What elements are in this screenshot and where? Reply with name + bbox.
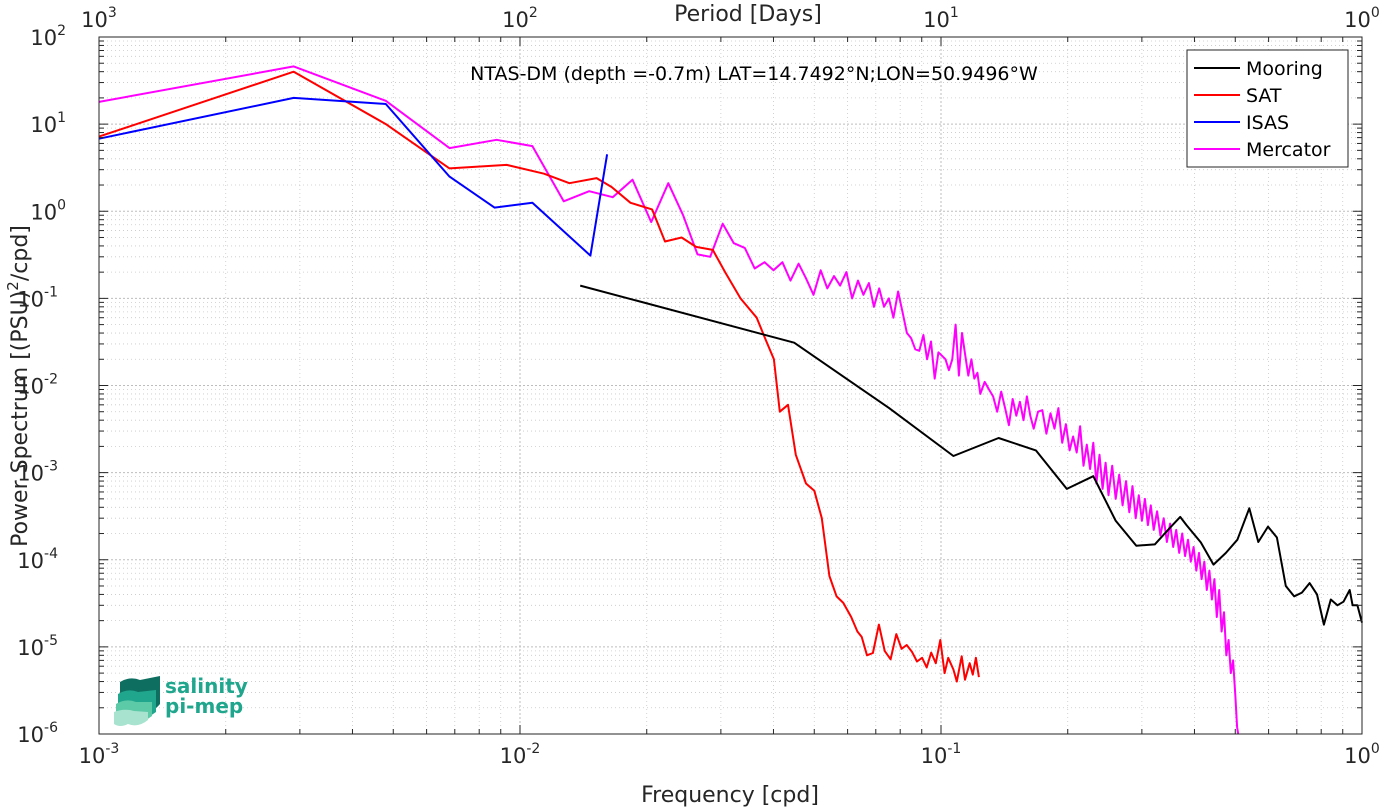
x-tick-base: 10	[1344, 744, 1371, 768]
y-tick-exp: -6	[44, 720, 58, 736]
y-axis-label-base: Power Spectrum [(PSU)	[8, 291, 33, 547]
x-axis-label: Frequency [cpd]	[641, 783, 819, 808]
x-tick-base: 10	[500, 744, 527, 768]
legend-box	[1186, 49, 1349, 168]
y-tick-exp: 0	[57, 197, 66, 213]
series-layer	[98, 65, 1363, 735]
y-axis-label-tail: /cpd]	[8, 225, 33, 281]
top-tick-base: 10	[502, 8, 529, 32]
legend-label-isas: ISAS	[1246, 112, 1289, 134]
chart-title: NTAS-DM (depth =-0.7m) LAT=14.7492°N;LON…	[470, 63, 1038, 85]
y-tick-label: 10-2	[17, 372, 58, 399]
x-tick-base: 10	[921, 744, 948, 768]
top-tick-exp: 3	[108, 5, 117, 21]
series-line-isas	[98, 96, 609, 257]
series-line-mooring	[579, 284, 1363, 626]
y-tick-label: 102	[30, 23, 66, 50]
y-tick-label: 101	[30, 110, 66, 137]
salinity-pi-mep-logo: salinity pi-mep	[114, 674, 248, 726]
series-line-sat	[98, 70, 980, 683]
legend: Mooring SAT ISAS Mercator	[1186, 49, 1349, 168]
y-tick-base: 10	[30, 113, 57, 137]
x-tick-label: 100	[1344, 741, 1380, 768]
top-tick-label: 101	[923, 5, 959, 32]
y-tick-label: 10-5	[17, 633, 58, 660]
y-axis-label-sup: 2	[4, 281, 22, 291]
y-tick-base: 10	[17, 375, 44, 399]
x-tick-exp: 0	[1371, 741, 1380, 757]
logo-text-line2: pi-mep	[165, 694, 243, 718]
top-tick-labels: 103 102 101 100	[81, 5, 1380, 32]
legend-label-sat: SAT	[1246, 85, 1282, 107]
top-tick-exp: 0	[1371, 5, 1380, 21]
logo-text-line1: salinity	[165, 674, 248, 698]
y-tick-exp: -5	[44, 633, 58, 649]
top-tick-base: 10	[81, 8, 108, 32]
x-tick-labels: 10-3 10-2 10-1 100	[79, 741, 1380, 768]
top-tick-label: 102	[502, 5, 538, 32]
y-tick-exp: -4	[44, 546, 58, 562]
top-tick-label: 103	[81, 5, 117, 32]
y-tick-label: 10-4	[17, 546, 58, 573]
y-tick-base: 10	[17, 287, 44, 311]
x-tick-label: 10-1	[921, 741, 962, 768]
top-axis-label: Period [Days]	[674, 2, 822, 27]
y-tick-exp: 2	[57, 23, 66, 39]
x-tick-label: 10-3	[79, 741, 120, 768]
y-tick-base: 10	[17, 549, 44, 573]
logo-waves-icon	[114, 676, 160, 726]
legend-label-mooring: Mooring	[1246, 58, 1323, 80]
top-tick-base: 10	[923, 8, 950, 32]
tick-marks	[98, 36, 1363, 735]
top-tick-exp: 1	[950, 5, 959, 21]
y-tick-exp: -2	[44, 372, 58, 388]
x-tick-exp: -1	[947, 741, 961, 757]
x-tick-label: 10-2	[500, 741, 541, 768]
top-tick-base: 10	[1344, 8, 1371, 32]
y-tick-base: 10	[30, 26, 57, 50]
y-tick-base: 10	[17, 636, 44, 660]
top-tick-label: 100	[1344, 5, 1380, 32]
y-tick-base: 10	[30, 200, 57, 224]
y-tick-exp: -3	[44, 459, 58, 475]
y-tick-label: 10-3	[17, 459, 58, 486]
series-line-mercator	[98, 65, 1240, 735]
y-axis-label: Power Spectrum [(PSU)2/cpd]	[4, 225, 33, 547]
y-tick-label: 10-1	[17, 284, 58, 311]
x-tick-exp: -3	[105, 741, 119, 757]
x-tick-base: 10	[79, 744, 106, 768]
top-tick-exp: 2	[529, 5, 538, 21]
y-tick-exp: 1	[57, 110, 66, 126]
y-tick-base: 10	[17, 462, 44, 486]
y-tick-base: 10	[17, 723, 44, 747]
y-tick-exp: -1	[44, 284, 58, 300]
x-tick-exp: -2	[526, 741, 540, 757]
legend-label-mercator: Mercator	[1246, 139, 1331, 161]
y-tick-label: 100	[30, 197, 66, 224]
y-tick-label: 10-6	[17, 720, 58, 747]
